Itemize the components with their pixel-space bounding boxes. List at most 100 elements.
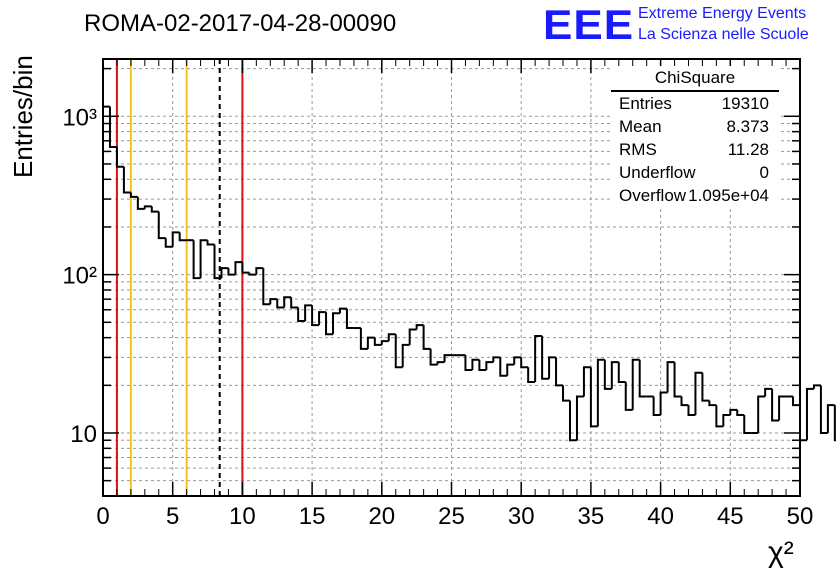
logo-caption: Extreme Energy Events La Scienza nelle S… [638, 3, 809, 45]
histogram-bin [338, 307, 347, 314]
histogram-bin [729, 408, 738, 415]
histogram-bin [220, 267, 229, 279]
histogram-bin [548, 356, 557, 379]
histogram-bin [812, 384, 821, 389]
histogram-bin [192, 240, 201, 280]
histogram-bin [673, 362, 682, 398]
histogram-bin [436, 361, 445, 365]
histogram-bin [283, 296, 292, 308]
y-tick-label: 10² [62, 263, 97, 290]
histogram-bin [596, 358, 605, 427]
histogram-bin [492, 356, 501, 363]
histogram-bin [234, 261, 243, 275]
axis-ticks: 0 5 10 15 20 25 30 35 40 45 50 10 10² 10³ [62, 59, 813, 530]
stats-row-rms: RMS 11.28 [611, 138, 779, 161]
stats-row-entries: Entries 19310 [611, 92, 779, 115]
stats-value: 1.095e+04 [688, 186, 769, 205]
histogram-bin [429, 348, 438, 366]
histogram-bin [805, 387, 814, 441]
histogram-bin [150, 206, 159, 213]
histogram-bin [443, 354, 452, 363]
histogram-bin [122, 166, 131, 194]
histogram-bin [541, 335, 550, 380]
x-tick-label: 15 [299, 503, 326, 530]
histogram-bin [680, 396, 689, 407]
logo-line-1: Extreme Energy Events [638, 5, 807, 22]
x-tick-label: 0 [96, 503, 109, 530]
x-tick-label: 45 [717, 503, 744, 530]
histogram-bin [568, 400, 577, 442]
histogram-bin [624, 381, 633, 411]
histogram-bin [562, 385, 570, 402]
histogram-bin [332, 312, 340, 335]
histogram-bin [575, 395, 584, 441]
histogram-bin [115, 146, 124, 168]
histogram-bin [164, 238, 173, 248]
stats-value: 19310 [721, 94, 769, 113]
histogram-bin [589, 367, 598, 428]
histogram-bin [631, 358, 640, 410]
histogram-bin [506, 363, 515, 376]
stats-row-overflow: Overflow 1.095e+04 [611, 184, 779, 207]
histogram-bin [422, 325, 431, 350]
histogram-bin [143, 205, 152, 209]
chart-title: ROMA-02-2017-04-28-00090 [84, 10, 397, 37]
histogram-bin [241, 262, 250, 274]
histogram-bin [359, 328, 368, 350]
histogram-bin [380, 340, 389, 345]
stats-row-underflow: Underflow 0 [611, 161, 779, 184]
x-tick-label: 30 [508, 503, 535, 530]
histogram-bin [478, 359, 487, 371]
histogram-bin [513, 356, 522, 365]
histogram-bin [534, 334, 543, 382]
histogram-bin [157, 211, 166, 240]
histogram-bin [736, 409, 745, 416]
stats-label: Entries [619, 94, 672, 113]
stats-value: 8.373 [726, 117, 769, 136]
y-tick-label: 10 [70, 421, 97, 448]
histogram-bin [659, 391, 668, 415]
histogram-bin [297, 307, 306, 322]
histogram-bin [464, 355, 473, 371]
marker-lines [115, 59, 244, 496]
histogram-bin [499, 357, 508, 377]
histogram-bin [276, 299, 285, 309]
histogram-bin [408, 328, 417, 345]
histogram-bin [178, 232, 187, 242]
histogram-bin [617, 362, 626, 383]
histogram-bars [102, 105, 836, 496]
histogram-bin [771, 388, 780, 422]
histogram-bin [638, 359, 647, 398]
histogram-bin [415, 324, 424, 330]
histogram-bin [325, 312, 334, 336]
histogram-bin [255, 267, 264, 275]
histogram-bin [715, 405, 724, 428]
x-tick-label: 40 [647, 503, 674, 530]
histogram-bin [826, 404, 835, 433]
histogram-bin [757, 395, 766, 433]
stats-label: RMS [619, 140, 657, 159]
logo-line-2: La Scienza nelle Scuole [638, 26, 809, 43]
histogram-bin [708, 400, 717, 407]
histogram-bin [485, 361, 494, 370]
histogram-bin [290, 297, 299, 309]
histogram-bin [206, 240, 215, 246]
histogram-bin [345, 308, 354, 330]
stats-value: 11.28 [727, 140, 769, 159]
histogram-bin [262, 268, 271, 306]
x-tick-label: 35 [578, 503, 605, 530]
x-axis-label: χ² [768, 536, 794, 569]
histogram-bin [129, 192, 138, 198]
histogram-bin [799, 405, 807, 442]
histogram-bin [471, 358, 480, 370]
histogram-bin [373, 337, 382, 346]
x-tick-label: 50 [787, 503, 814, 530]
y-axis-label: Entries/bin [8, 55, 38, 178]
histogram-bin [764, 387, 773, 397]
stats-label: Underflow [619, 163, 696, 182]
histogram-bin [520, 357, 529, 369]
stats-value: 0 [759, 163, 769, 182]
histogram-bin [792, 396, 800, 407]
x-tick-label: 20 [368, 503, 395, 530]
